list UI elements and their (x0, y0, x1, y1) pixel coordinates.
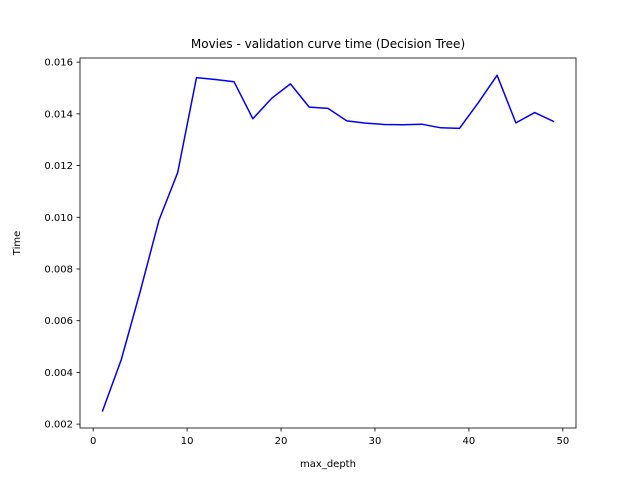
y-tick-label: 0.012 (44, 161, 73, 172)
x-axis-ticks: 0 10 20 30 40 50 (90, 428, 569, 447)
plot-area (101, 74, 555, 412)
x-tick-label: 50 (556, 436, 569, 447)
y-tick-label: 0.006 (44, 316, 73, 327)
x-axis-label: max_depth (300, 459, 356, 470)
y-tick-label: 0.004 (44, 368, 73, 379)
y-tick-label: 0.002 (44, 420, 73, 431)
chart-title: Movies - validation curve time (Decision… (191, 37, 465, 51)
plot-frame (79, 57, 577, 429)
x-tick-label: 20 (275, 436, 288, 447)
y-tick-label: 0.008 (44, 264, 73, 275)
y-tick-label: 0.010 (44, 213, 73, 224)
y-axis-ticks: 0.002 0.004 0.006 0.008 0.010 0.012 0.014 0.016 (44, 58, 80, 431)
x-tick-label: 0 (90, 436, 96, 447)
x-tick-label: 10 (181, 436, 194, 447)
x-tick-label: 40 (463, 436, 476, 447)
x-tick-label: 30 (369, 436, 382, 447)
y-tick-label: 0.016 (44, 58, 73, 69)
y-axis-label: Time (12, 231, 23, 256)
y-tick-label: 0.014 (44, 109, 73, 120)
